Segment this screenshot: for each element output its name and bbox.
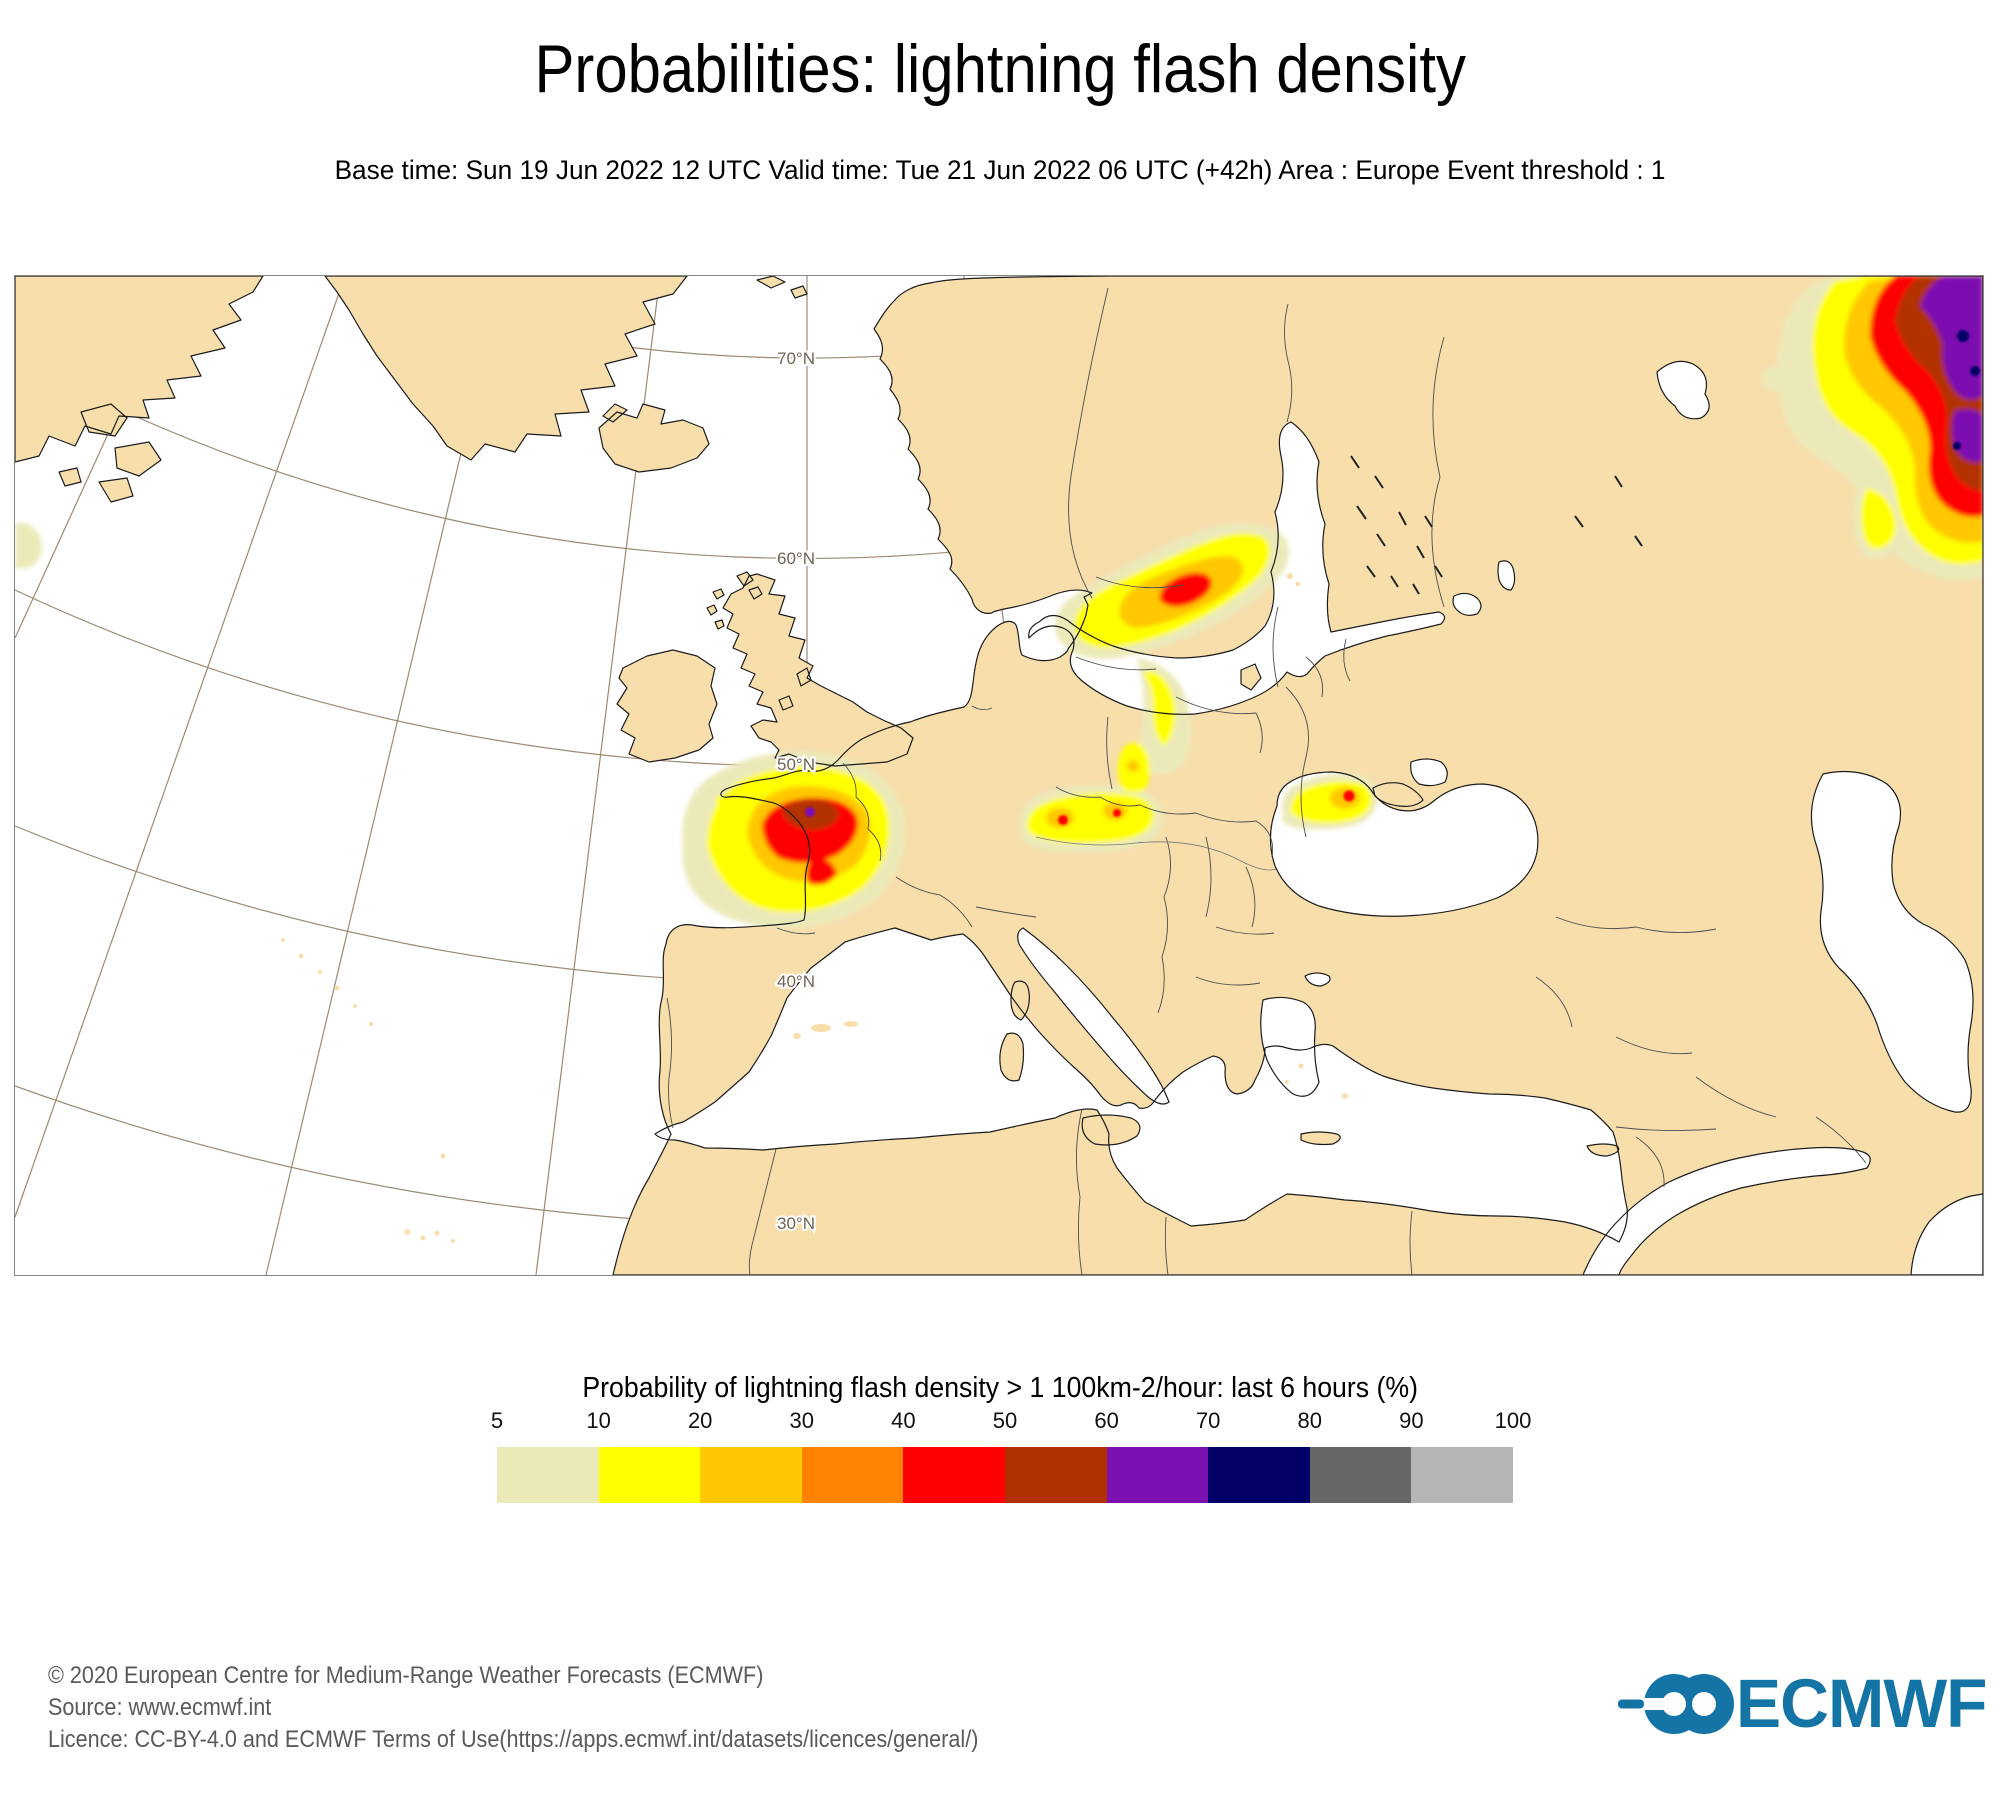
colorbar-segment [903, 1447, 1005, 1503]
legend-colorbar [497, 1447, 1513, 1503]
colorbar-tick-label: 5 [490, 1408, 504, 1433]
colorbar-tick-label: 30 [789, 1408, 815, 1433]
latitude-label-40n: 40°N [777, 972, 815, 991]
latitude-label-30n: 30°N [777, 1214, 815, 1233]
colorbar-tick-label: 70 [1195, 1408, 1221, 1433]
ecmwf-logo-mark [1618, 1673, 1734, 1734]
europe-map-frame: 70°N 60°N 50°N 40°N 30°N [14, 275, 1984, 1276]
finnish-lakes [1350, 455, 1643, 595]
page-title: Probabilities: lightning flash density [534, 31, 1466, 107]
colorbar-tick-label: 40 [891, 1408, 916, 1433]
legend-tick-labels: 5 10 20 30 40 50 60 70 80 90 100 [491, 1408, 1531, 1434]
colorbar-segment [1411, 1447, 1513, 1503]
country-borders [666, 287, 1867, 1275]
europe-map: 70°N 60°N 50°N 40°N 30°N [15, 276, 1983, 1275]
source-line: Source: www.ecmwf.int [48, 1694, 272, 1721]
colorbar-tick-label: 90 [1399, 1408, 1424, 1433]
legend-title: Probability of lightning flash density >… [582, 1372, 1418, 1404]
latitude-labels: 70°N 60°N 50°N 40°N 30°N [775, 347, 817, 1235]
colorbar-tick-label: 20 [687, 1408, 713, 1433]
colorbar-tick-label: 50 [992, 1408, 1018, 1433]
base-valid-time-subtitle: Base time: Sun 19 Jun 2022 12 UTC Valid … [334, 155, 1666, 185]
colorbar-segment [1004, 1447, 1107, 1503]
probability-hotspots [15, 276, 1983, 929]
ecmwf-logo: ECMWF [1618, 1664, 1992, 1743]
latitude-label-60n: 60°N [777, 549, 815, 568]
colorbar-segment [598, 1447, 701, 1503]
colorbar-segment [497, 1447, 599, 1503]
colorbar-tick-label: 80 [1297, 1408, 1323, 1433]
colorbar-segment [1208, 1447, 1310, 1503]
colorbar-segment [1309, 1447, 1412, 1503]
colorbar-tick-label: 100 [1494, 1408, 1532, 1433]
colorbar-tick-label: 10 [586, 1408, 611, 1433]
colorbar-segment [801, 1447, 904, 1503]
colorbar-segment [700, 1447, 802, 1503]
colorbar-tick-label: 60 [1094, 1408, 1119, 1433]
latitude-label-70n: 70°N [777, 349, 815, 368]
footer: © 2020 European Centre for Medium-Range … [48, 1660, 1082, 1756]
copyright-line: © 2020 European Centre for Medium-Range … [48, 1662, 764, 1689]
islands [281, 573, 1619, 1243]
ecmwf-logo-text: ECMWF [1736, 1665, 1987, 1742]
licence-line: Licence: CC-BY-4.0 and ECMWF Terms of Us… [48, 1726, 979, 1753]
colorbar-segment [1106, 1447, 1209, 1503]
danube-river [1035, 836, 1277, 871]
latitude-label-50n: 50°N [777, 755, 815, 774]
